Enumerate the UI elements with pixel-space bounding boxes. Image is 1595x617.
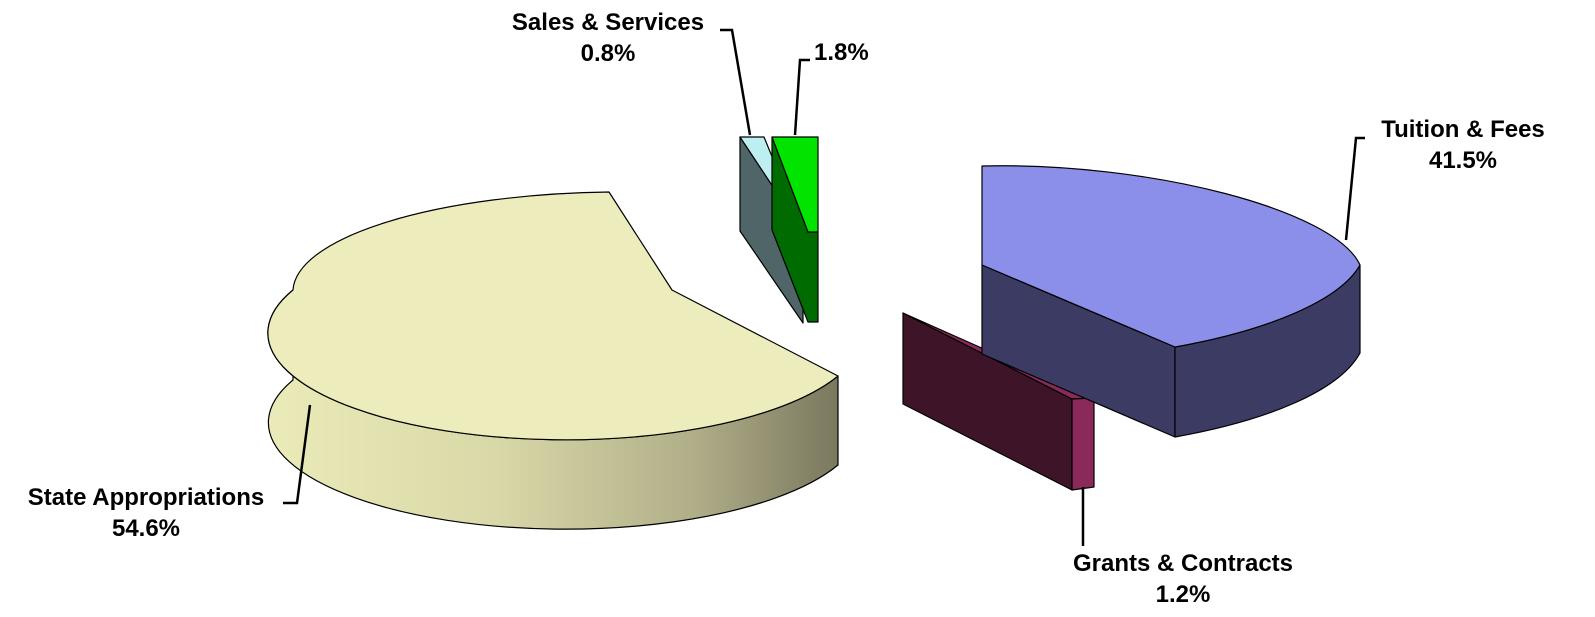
slice-grants-contracts-end (1071, 397, 1095, 491)
label-other-value: 1.8% (814, 39, 869, 66)
label-grants-contracts-value: 1.2% (1156, 581, 1211, 608)
slice-other-top (771, 136, 819, 233)
slice-state-appropriations-top (267, 191, 839, 441)
slice-tuition-fees-top (981, 165, 1361, 348)
slice-state-appropriations (267, 191, 839, 530)
leader-sales-services (720, 28, 752, 136)
leader-state-appropriations (283, 404, 312, 505)
leader-other (793, 58, 810, 136)
label-state-appropriations-value: 54.6% (112, 515, 180, 542)
label-sales-services-value: 0.8% (581, 40, 636, 67)
label-tuition-fees-name: Tuition & Fees (1381, 116, 1545, 143)
label-grants-contracts-name: Grants & Contracts (1073, 550, 1293, 577)
slice-tuition-fees (981, 165, 1361, 438)
label-state-appropriations-name: State Appropriations (28, 484, 264, 511)
label-sales-services-name: Sales & Services (512, 9, 704, 36)
leader-tuition-fees (1344, 136, 1365, 241)
slice-other (771, 136, 819, 323)
label-tuition-fees-value: 41.5% (1429, 147, 1497, 174)
